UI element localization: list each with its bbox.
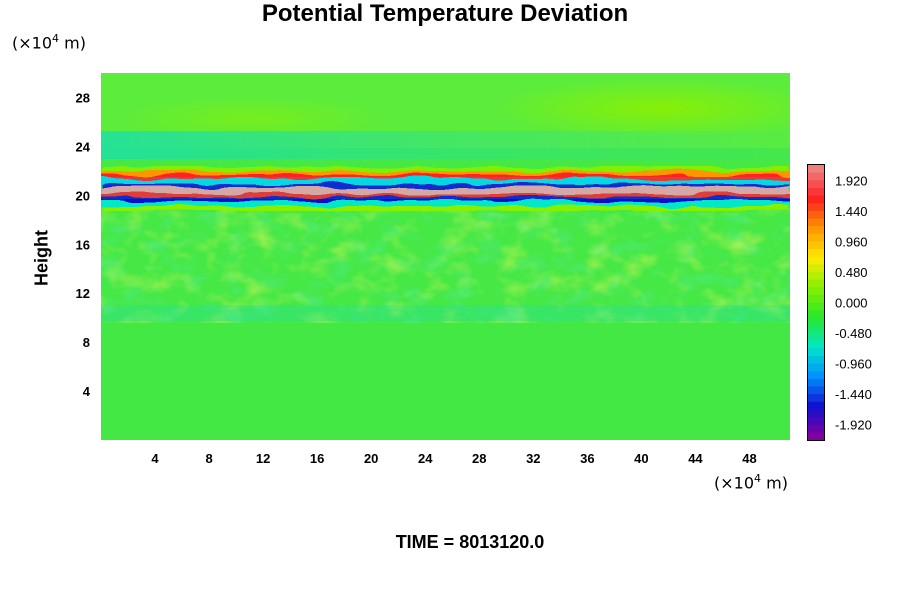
colorbar-swatch [808,386,824,395]
colorbar-swatch [808,226,824,235]
x-tick-label: 32 [526,451,540,466]
colorbar-swatch [808,325,824,334]
colorbar-swatch [808,355,824,365]
y-tick-label: 12 [76,286,90,301]
colorbar-tick-label: 1.920 [835,173,868,188]
y-tick-label: 8 [83,335,90,350]
colorbar-swatch [808,294,824,304]
y-tick-label: 16 [76,237,90,252]
time-label: TIME = 8013120.0 [395,532,545,552]
colorbar-tick-label: 0.480 [835,265,868,280]
x-tick-label: 36 [580,451,594,466]
colorbar-tick-label: 1.440 [835,204,868,219]
colorbar-tick-label: -1.920 [835,418,872,433]
colorbar-swatch [808,271,824,281]
colorbar-swatch [808,241,824,250]
y-axis-label: Height [31,230,52,286]
colorbar-swatch [808,340,824,349]
x-tick-label: 24 [418,451,433,466]
colorbar-swatch [808,409,824,418]
colorbar-tick-label: -0.960 [835,357,872,372]
colorbar-swatch [808,417,824,426]
colorbar-swatch [808,432,824,441]
colorbar-swatch [808,394,824,403]
colorbar-swatch [808,249,824,258]
colorbar-swatch [808,424,824,433]
colorbar-swatch [808,187,824,197]
x-tick-label: 16 [310,451,324,466]
chart-title: Potential Temperature Deviation [261,0,629,27]
colorbar-swatch [808,310,824,319]
colorbar-swatch [808,165,824,174]
x-tick-label: 40 [634,451,648,466]
colorbar-swatch [808,279,824,288]
colorbar-swatch [808,302,824,311]
colorbar-swatch [808,348,824,357]
colorbar-swatch [808,264,824,273]
colorbar-swatch [808,172,824,181]
colorbar-swatch [808,378,824,388]
y-tick-label: 24 [76,139,91,154]
y-tick-label: 20 [76,188,90,203]
colorbar-swatch [808,287,824,296]
y-axis-unit: (×104 m) [12,32,86,53]
x-tick-label: 48 [742,451,756,466]
colorbar-swatch [808,195,824,204]
colorbar-swatch [808,363,824,372]
colorbar-swatch [808,210,824,220]
y-tick-label: 28 [76,90,90,105]
colorbar-tick-label: -0.480 [835,326,872,341]
x-tick-label: 12 [256,451,270,466]
colorbar-swatch [808,218,824,227]
colorbar-tick-label: 0.960 [835,234,868,249]
colorbar-swatch [808,401,824,411]
colorbar-swatch [808,371,824,380]
colorbar-swatch [808,180,824,189]
colorbar-swatch [808,317,824,327]
colorbar-tick-label: -1.440 [835,387,872,402]
colorbar-swatch [808,203,824,212]
x-tick-label: 4 [151,451,159,466]
colorbar-swatch [808,333,824,342]
y-tick-label: 4 [83,384,91,399]
colorbar [807,164,825,441]
x-axis-unit: (×104 m) [714,472,788,493]
x-tick-label: 20 [364,451,378,466]
colorbar-tick-label: 0.000 [835,296,868,311]
x-tick-label: 8 [205,451,212,466]
x-tick-label: 28 [472,451,486,466]
x-tick-label: 44 [688,451,703,466]
colorbar-swatch [808,256,824,265]
colorbar-swatch [808,233,824,242]
heatmap-field [101,73,790,440]
